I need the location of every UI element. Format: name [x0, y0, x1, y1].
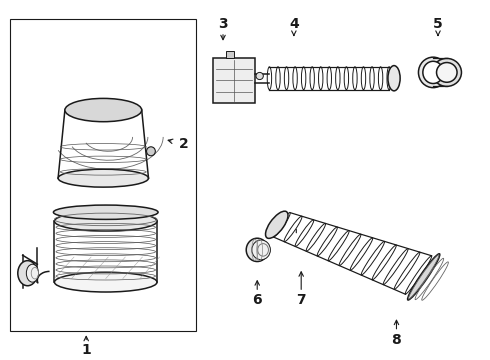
Text: 7: 7: [296, 293, 306, 307]
Text: 5: 5: [433, 17, 443, 31]
Ellipse shape: [423, 61, 443, 84]
Ellipse shape: [432, 58, 462, 86]
Ellipse shape: [58, 169, 148, 187]
Ellipse shape: [388, 66, 400, 91]
Bar: [10, 19, 196, 330]
Ellipse shape: [256, 72, 263, 80]
Text: 6: 6: [252, 293, 262, 307]
Ellipse shape: [18, 261, 37, 286]
Ellipse shape: [418, 57, 448, 87]
Text: 8: 8: [392, 333, 401, 347]
Ellipse shape: [252, 240, 270, 260]
Ellipse shape: [437, 63, 457, 82]
Ellipse shape: [65, 98, 142, 122]
Text: 1: 1: [81, 343, 91, 357]
Bar: [226, 51, 234, 58]
Ellipse shape: [53, 205, 158, 219]
Ellipse shape: [408, 254, 440, 300]
Ellipse shape: [54, 211, 157, 231]
Ellipse shape: [266, 211, 288, 238]
Ellipse shape: [54, 272, 157, 292]
Text: 3: 3: [218, 17, 228, 31]
Text: 2: 2: [179, 137, 189, 151]
Ellipse shape: [26, 264, 39, 282]
Ellipse shape: [246, 238, 268, 261]
Bar: [213, 58, 255, 103]
Ellipse shape: [147, 147, 155, 156]
Text: 4: 4: [289, 17, 299, 31]
